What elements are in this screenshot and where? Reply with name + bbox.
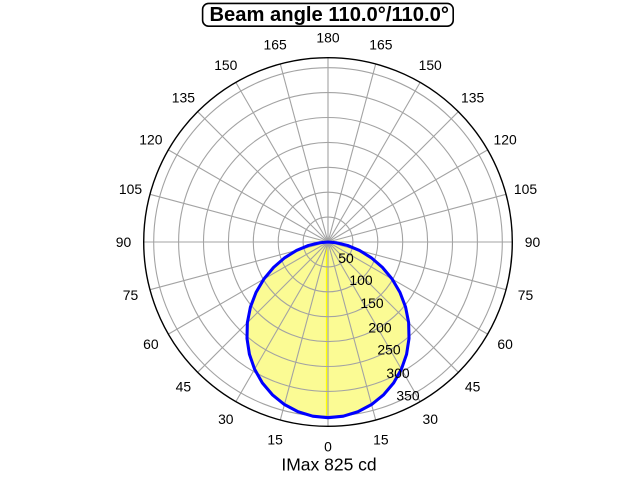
svg-text:75: 75: [518, 287, 534, 303]
svg-text:0: 0: [324, 438, 332, 454]
svg-text:75: 75: [123, 287, 139, 303]
svg-text:135: 135: [461, 89, 484, 105]
svg-text:45: 45: [176, 379, 192, 395]
svg-text:135: 135: [172, 89, 195, 105]
svg-text:120: 120: [494, 132, 517, 148]
svg-text:120: 120: [139, 132, 162, 148]
svg-text:105: 105: [514, 181, 537, 197]
svg-text:45: 45: [465, 379, 481, 395]
svg-text:165: 165: [264, 36, 287, 52]
svg-text:200: 200: [368, 319, 391, 335]
svg-text:300: 300: [386, 365, 409, 381]
svg-text:100: 100: [349, 272, 372, 288]
svg-text:Beam angle 110.0°/110.0°: Beam angle 110.0°/110.0°: [209, 4, 449, 26]
svg-text:30: 30: [218, 411, 234, 427]
svg-text:180: 180: [316, 29, 339, 45]
svg-text:60: 60: [497, 336, 513, 352]
svg-text:105: 105: [119, 181, 142, 197]
svg-text:50: 50: [338, 250, 354, 266]
svg-text:IMax 825 cd: IMax 825 cd: [281, 455, 376, 475]
svg-text:250: 250: [377, 341, 400, 357]
svg-text:90: 90: [116, 234, 132, 250]
svg-text:30: 30: [422, 411, 438, 427]
svg-text:90: 90: [525, 234, 541, 250]
svg-text:165: 165: [369, 36, 392, 52]
svg-text:150: 150: [360, 295, 383, 311]
svg-text:150: 150: [214, 57, 237, 73]
svg-text:15: 15: [267, 431, 283, 447]
svg-text:350: 350: [396, 387, 419, 403]
svg-text:150: 150: [419, 57, 442, 73]
svg-text:60: 60: [143, 336, 159, 352]
svg-text:15: 15: [373, 431, 389, 447]
